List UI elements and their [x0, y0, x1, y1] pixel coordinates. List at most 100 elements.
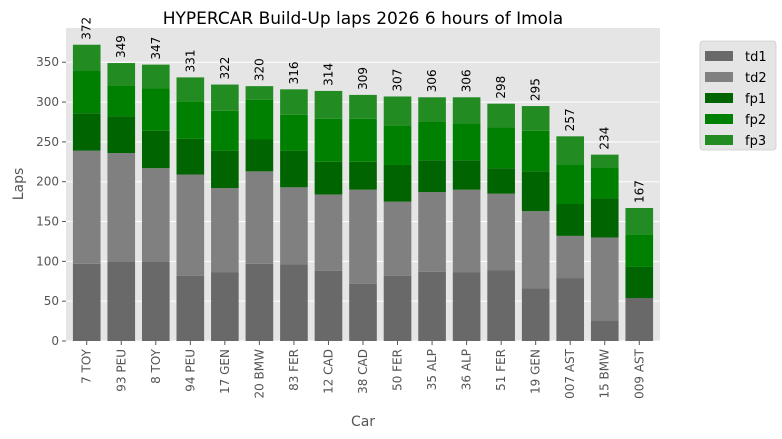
bar-segment-fp2: [280, 114, 308, 151]
bar-segment-td1: [72, 263, 101, 341]
bar-segment-fp3: [107, 63, 136, 86]
bar-segment-td2: [314, 194, 343, 271]
bar-segment-fp3: [556, 136, 585, 165]
bar-segment-fp3: [418, 97, 446, 122]
bar-segment-fp2: [383, 125, 412, 165]
bar-segment-fp2: [556, 164, 585, 205]
legend-label-fp1: fp1: [745, 92, 766, 107]
bar-segment-fp1: [245, 139, 274, 172]
total-label: 306: [460, 69, 474, 92]
bar-segment-fp3: [625, 207, 654, 235]
bar-segment-td1: [590, 320, 619, 341]
total-label: 314: [321, 63, 335, 86]
bar-segment-td1: [452, 272, 481, 341]
x-tick-label: 20 BMW: [252, 349, 266, 399]
total-label: 331: [183, 49, 197, 72]
total-label: 234: [598, 127, 612, 150]
bar-segment-td2: [418, 192, 446, 272]
chart-title: HYPERCAR Build-Up laps 2026 6 hours of I…: [163, 9, 563, 29]
y-tick-label: 250: [36, 135, 59, 149]
bar-segment-td1: [280, 264, 308, 341]
bar-segment-td2: [452, 189, 481, 273]
bar-segment-fp1: [590, 198, 619, 238]
x-axis-label: Car: [351, 414, 375, 430]
x-tick-label: 8 TOY: [149, 348, 163, 384]
legend-swatch-fp2: [705, 114, 733, 124]
y-tick-label: 150: [36, 215, 59, 229]
bar-segment-fp3: [280, 89, 308, 115]
legend-swatch-fp3: [705, 135, 733, 145]
bar-segment-fp3: [521, 106, 550, 131]
x-tick-label: 36 ALP: [460, 349, 474, 390]
bar-segment-td2: [211, 188, 239, 273]
total-label: 167: [632, 180, 646, 203]
y-tick-label: 350: [36, 55, 59, 69]
bar-segment-td2: [176, 174, 205, 276]
legend-label-fp3: fp3: [745, 134, 766, 149]
bar-segment-td1: [314, 270, 343, 341]
x-tick-label: 94 PEU: [183, 349, 197, 392]
legend: td1 td2 fp1 fp2 fp3: [699, 40, 777, 151]
legend-label-td1: td1: [745, 50, 767, 65]
bar-segment-fp3: [349, 94, 377, 119]
bar-segment-td1: [487, 270, 515, 341]
total-label: 349: [114, 35, 128, 58]
bar-segment-td2: [141, 168, 170, 262]
bar-segment-fp1: [452, 160, 481, 190]
legend-swatch-fp1: [705, 93, 733, 103]
bar-segment-fp1: [521, 171, 550, 212]
total-label: 322: [218, 57, 232, 80]
bar-segment-fp1: [349, 161, 377, 190]
legend-label-td2: td2: [745, 71, 767, 86]
bar-segment-td1: [521, 288, 550, 341]
x-tick-label: 12 CAD: [321, 349, 335, 394]
bar-segment-td1: [107, 261, 136, 341]
bar-segment-td2: [521, 211, 550, 289]
bar-segment-fp3: [452, 97, 481, 124]
x-tick-label: 15 BMW: [598, 349, 612, 399]
total-label: 309: [356, 67, 370, 90]
x-tick-label: 35 ALP: [425, 349, 439, 390]
y-axis-label: Laps: [11, 168, 27, 201]
x-tick-label: 007 AST: [563, 348, 577, 399]
bar-segment-fp1: [141, 130, 170, 169]
total-label: 316: [287, 61, 301, 84]
bar-segment-fp2: [245, 99, 274, 140]
bar-segment-fp3: [211, 84, 239, 111]
total-label: 306: [425, 69, 439, 92]
total-label: 320: [252, 58, 266, 81]
bar-segment-fp3: [141, 64, 170, 89]
bar-segment-fp1: [72, 113, 101, 151]
x-tick-label: 38 CAD: [356, 349, 370, 394]
bar-segment-td2: [107, 153, 136, 262]
x-tick-label: 009 AST: [632, 348, 646, 399]
legend-label-fp2: fp2: [745, 113, 766, 128]
bar-segment-fp2: [590, 167, 619, 199]
bar-segment-fp2: [176, 101, 205, 139]
bar-segment-td1: [245, 263, 274, 341]
x-tick-label: 17 GEN: [218, 349, 232, 394]
bar-segment-fp3: [487, 103, 515, 128]
y-tick-label: 50: [44, 294, 59, 308]
bar-segment-td1: [176, 275, 205, 341]
bar-segment-fp3: [176, 77, 205, 102]
bar-segment-fp2: [141, 88, 170, 131]
bar-segment-fp2: [452, 123, 481, 161]
bar-segment-td2: [590, 237, 619, 321]
bar-segment-fp2: [72, 71, 101, 114]
y-tick-label: 0: [51, 334, 59, 348]
bar-segment-td1: [211, 272, 239, 341]
total-label: 347: [149, 37, 163, 60]
x-tick-label: 93 PEU: [114, 349, 128, 392]
bar-segment-fp1: [280, 150, 308, 188]
bar-segment-fp2: [521, 130, 550, 172]
bar-segment-fp3: [383, 96, 412, 126]
bar-segment-td1: [383, 275, 412, 341]
bar-segment-fp2: [314, 118, 343, 162]
bar-segment-fp2: [418, 121, 446, 161]
total-label: 372: [80, 17, 94, 40]
y-tick-label: 100: [36, 254, 59, 268]
legend-swatch-td1: [705, 51, 733, 61]
bar-segment-fp1: [625, 266, 654, 298]
